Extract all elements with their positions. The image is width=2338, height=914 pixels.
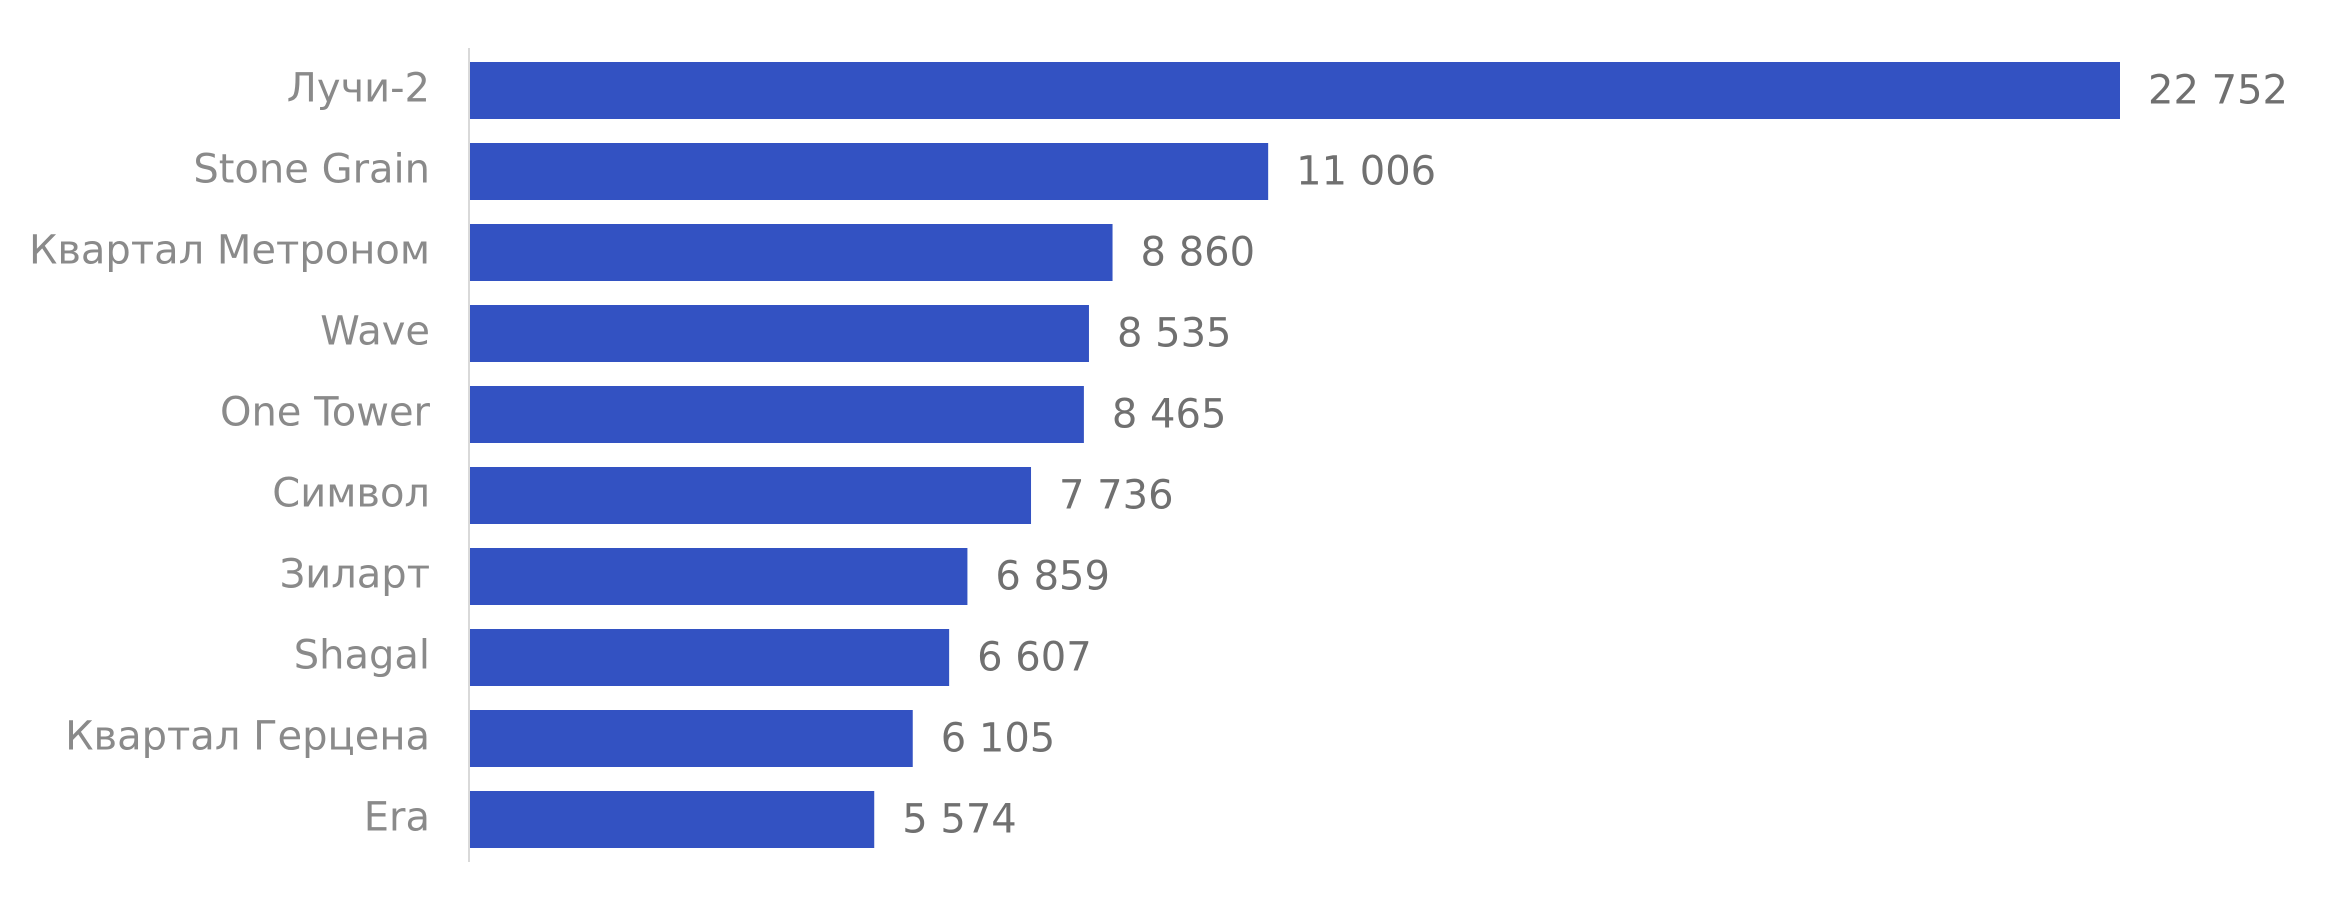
category-label: Wave bbox=[320, 309, 430, 355]
bar bbox=[470, 62, 2120, 119]
value-label: 11 006 bbox=[1296, 149, 1436, 195]
category-label: Квартал Герцена bbox=[65, 714, 430, 760]
value-label: 8 465 bbox=[1112, 392, 1227, 438]
category-label: Stone Grain bbox=[193, 147, 430, 193]
value-label: 6 607 bbox=[977, 635, 1092, 681]
bar bbox=[470, 305, 1089, 362]
category-label: Лучи-2 bbox=[287, 66, 430, 112]
bar bbox=[470, 548, 968, 605]
bars-group bbox=[470, 62, 2120, 848]
bar bbox=[470, 467, 1032, 524]
bar bbox=[470, 710, 913, 767]
bar bbox=[470, 143, 1269, 200]
category-label: Shagal bbox=[294, 633, 430, 679]
value-label: 8 860 bbox=[1141, 230, 1256, 276]
bar bbox=[470, 224, 1113, 281]
value-label: 22 752 bbox=[2148, 68, 2288, 114]
category-label: One Tower bbox=[220, 390, 431, 436]
category-label: Зиларт bbox=[280, 552, 430, 598]
bar bbox=[470, 629, 950, 686]
bar bbox=[470, 791, 875, 848]
category-label: Era bbox=[364, 795, 430, 841]
value-label: 5 574 bbox=[902, 797, 1017, 843]
value-labels-group: 22 752 11 006 8 860 8 535 8 465 7 736 6 859 6 6… bbox=[902, 68, 2288, 843]
category-label: Символ bbox=[272, 471, 430, 517]
category-label: Квартал Метроном bbox=[29, 228, 430, 274]
bar bbox=[470, 386, 1084, 443]
value-label: 7 736 bbox=[1059, 473, 1174, 519]
value-label: 6 105 bbox=[941, 716, 1056, 762]
value-label: 8 535 bbox=[1117, 311, 1232, 357]
value-label: 6 859 bbox=[995, 554, 1110, 600]
category-labels-group: Лучи-2 Stone Grain Квартал Метроном Wave One… bbox=[29, 66, 431, 841]
